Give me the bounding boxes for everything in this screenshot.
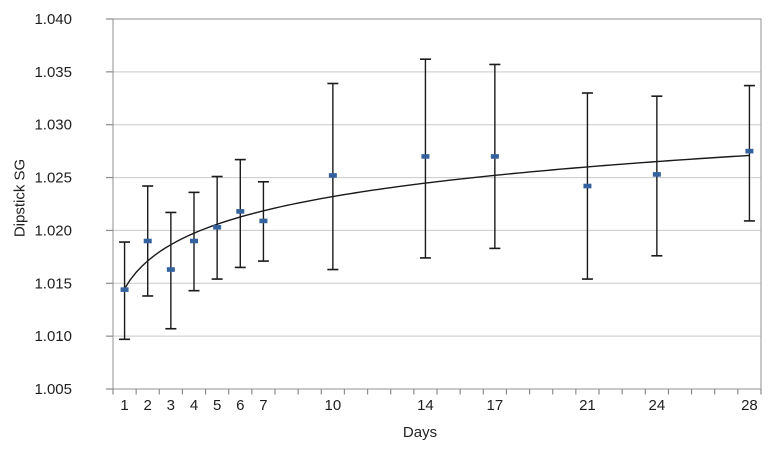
y-axis-title: Dipstick SG xyxy=(11,158,29,238)
y-tick-label: 1.020 xyxy=(34,222,72,239)
x-tick-label: 21 xyxy=(579,397,596,414)
y-tick-label: 1.030 xyxy=(34,117,72,134)
data-point-marker xyxy=(328,173,337,178)
data-point-marker xyxy=(259,218,268,224)
x-tick-label: 24 xyxy=(649,397,666,414)
y-tick-label: 1.010 xyxy=(34,328,72,345)
x-tick-label: 10 xyxy=(325,397,342,414)
data-point-marker xyxy=(166,267,175,272)
x-tick-label: 5 xyxy=(213,397,221,414)
x-tick-label: 1 xyxy=(120,397,128,414)
data-point-marker xyxy=(745,148,754,154)
x-tick-label: 7 xyxy=(259,397,267,414)
data-point-marker xyxy=(421,154,430,159)
data-point-marker xyxy=(120,287,129,292)
y-tick-label: 1.035 xyxy=(34,64,72,81)
data-point-marker xyxy=(583,183,592,189)
data-point-marker xyxy=(490,154,499,159)
x-tick-label: 4 xyxy=(190,397,198,414)
data-point-marker xyxy=(213,224,222,230)
y-tick-label: 1.025 xyxy=(34,170,72,187)
data-point-marker xyxy=(236,209,245,214)
y-tick-label: 1.015 xyxy=(34,275,72,292)
x-tick-label: 14 xyxy=(417,397,434,414)
x-tick-label: 6 xyxy=(236,397,244,414)
data-point-marker xyxy=(143,238,152,244)
y-tick-label: 1.040 xyxy=(34,11,72,28)
data-point-marker xyxy=(652,172,661,177)
trendline-path xyxy=(123,154,750,289)
x-axis-title: Days xyxy=(402,424,438,441)
plot-border xyxy=(112,18,762,390)
x-tick-label: 17 xyxy=(487,397,504,414)
x-tick-label: 28 xyxy=(741,397,758,414)
x-tick-label: 3 xyxy=(167,397,175,414)
data-point-marker xyxy=(190,238,198,244)
y-tick-label: 1.005 xyxy=(34,381,72,398)
x-tick-label: 2 xyxy=(144,397,152,414)
